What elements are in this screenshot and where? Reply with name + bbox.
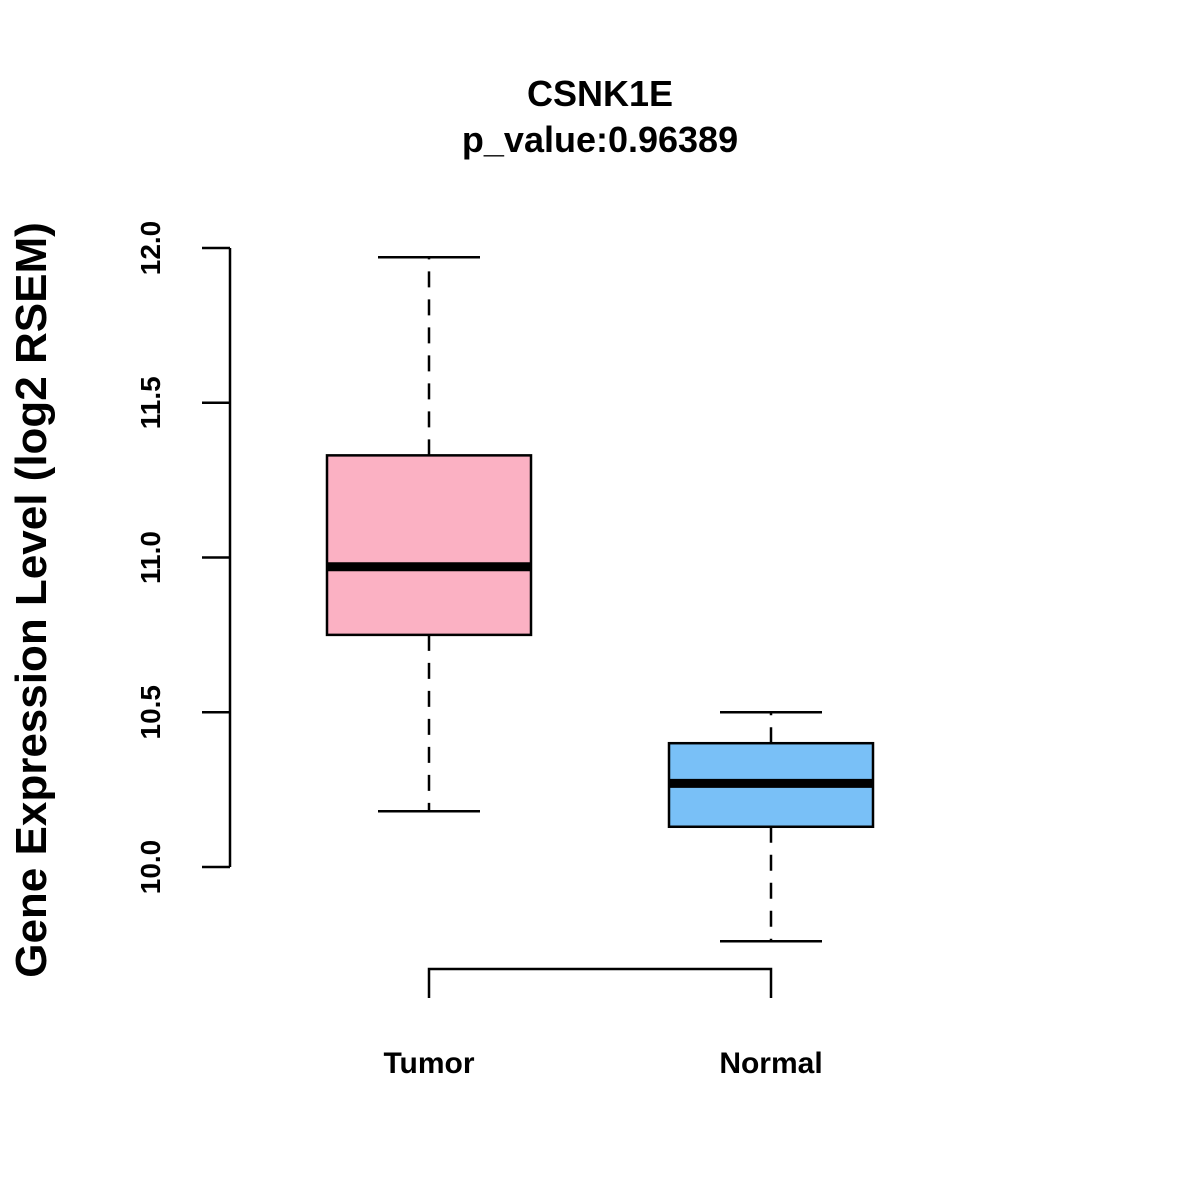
category-label-tumor: Tumor bbox=[383, 1047, 474, 1080]
category-labels: Tumor Normal bbox=[383, 1047, 822, 1080]
box-normal bbox=[667, 711, 875, 943]
y-axis: 10.0 10.5 11.0 11.5 12.0 bbox=[135, 221, 232, 895]
box-tumor bbox=[325, 256, 533, 813]
chart-subtitle: p_value:0.96389 bbox=[462, 119, 738, 160]
chart-title: CSNK1E bbox=[527, 73, 673, 114]
y-tick-label: 10.5 bbox=[135, 685, 166, 740]
y-tick-label: 10.0 bbox=[135, 840, 166, 895]
comparison-bracket bbox=[427, 967, 773, 998]
y-axis-label: Gene Expression Level (log2 RSEM) bbox=[7, 222, 56, 978]
y-tick-label: 11.5 bbox=[135, 376, 166, 429]
iqr-box bbox=[325, 454, 533, 637]
y-tick-label: 11.0 bbox=[135, 531, 166, 584]
boxes bbox=[325, 256, 875, 943]
category-label-normal: Normal bbox=[719, 1047, 822, 1080]
bracket-line bbox=[427, 967, 773, 998]
y-tick-label: 12.0 bbox=[135, 221, 166, 276]
